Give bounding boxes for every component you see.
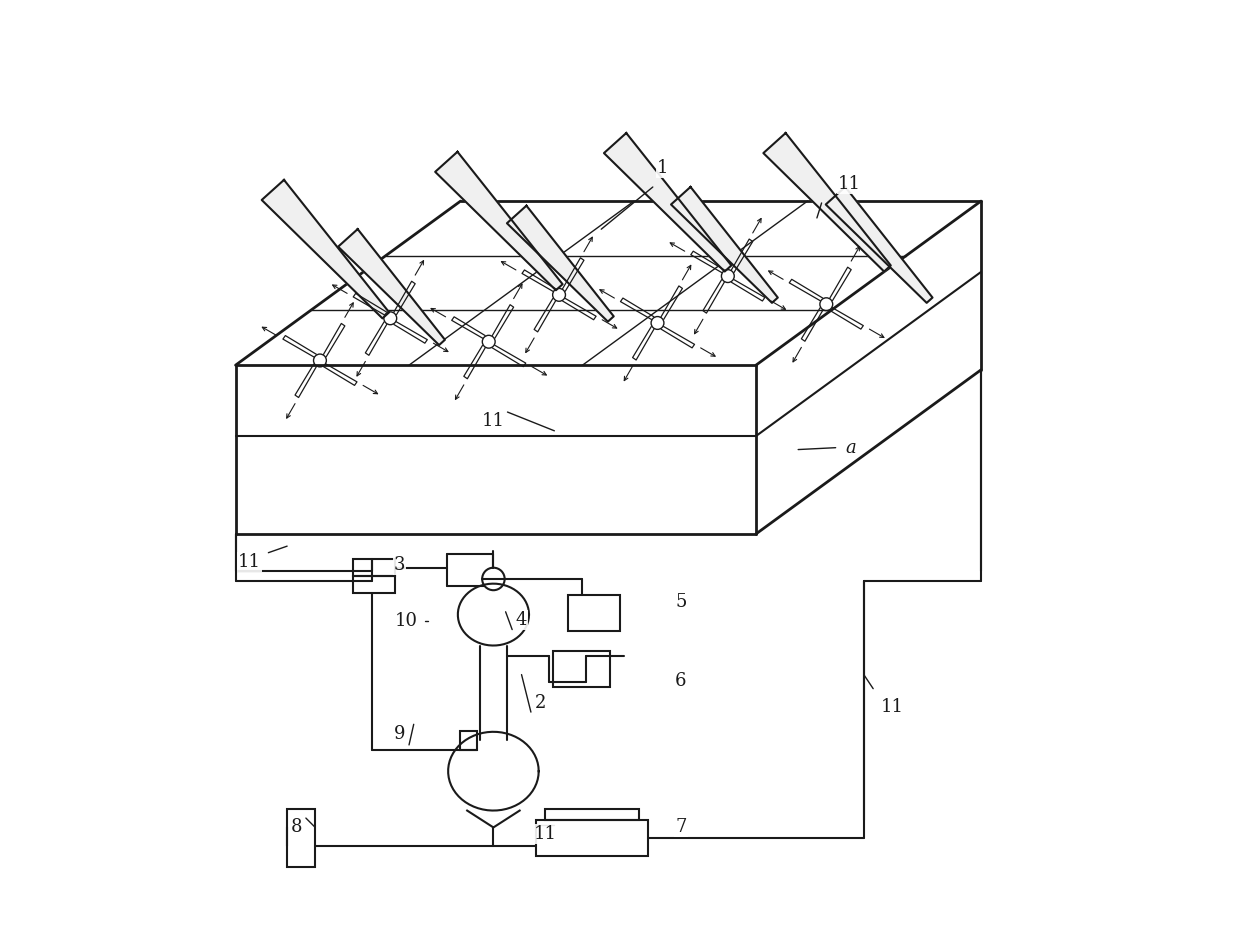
Text: 10: 10 <box>394 612 418 630</box>
Polygon shape <box>339 229 445 345</box>
Text: 11: 11 <box>482 412 505 430</box>
Bar <box>460 731 476 749</box>
Text: 11: 11 <box>238 553 262 571</box>
Polygon shape <box>507 205 614 322</box>
Bar <box>536 820 649 855</box>
Text: 1: 1 <box>656 159 668 177</box>
Text: a: a <box>844 439 856 457</box>
Polygon shape <box>604 133 732 272</box>
Polygon shape <box>826 187 932 303</box>
Polygon shape <box>671 187 777 303</box>
Text: 11: 11 <box>838 175 862 193</box>
Text: 11: 11 <box>880 698 904 716</box>
Text: 7: 7 <box>676 818 687 836</box>
Text: 3: 3 <box>394 556 405 574</box>
Bar <box>546 809 639 820</box>
Bar <box>352 559 396 576</box>
Text: 11: 11 <box>533 825 557 843</box>
Text: 9: 9 <box>394 725 405 743</box>
Polygon shape <box>764 133 890 272</box>
Polygon shape <box>262 180 389 319</box>
Text: 6: 6 <box>676 673 687 691</box>
Bar <box>352 576 396 593</box>
Text: 2: 2 <box>534 693 546 711</box>
Text: 8: 8 <box>290 818 303 836</box>
Bar <box>553 651 610 687</box>
Polygon shape <box>435 151 563 290</box>
Text: 4: 4 <box>516 611 527 629</box>
Bar <box>568 595 620 631</box>
Text: 5: 5 <box>676 593 687 611</box>
Bar <box>288 809 315 867</box>
